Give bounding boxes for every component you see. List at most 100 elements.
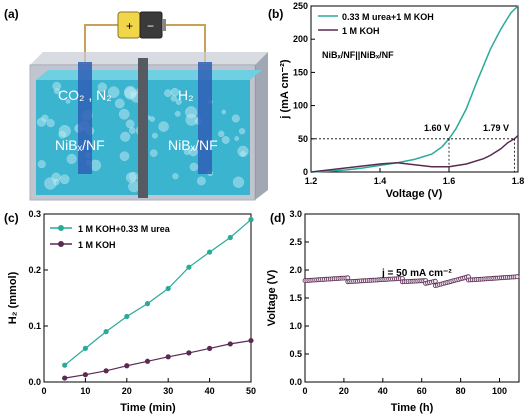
y-tick-label: 250 (293, 1, 308, 11)
data-point-koh (103, 368, 109, 374)
bubble (240, 150, 246, 157)
panel-c-ylabel: H₂ (mmol) (7, 271, 19, 324)
bubble (164, 89, 172, 98)
data-point (345, 275, 351, 281)
legend-marker-koh (58, 241, 64, 247)
panel-c-plot (62, 217, 254, 381)
data-point-urea (62, 362, 68, 368)
y-tick-label: 1.5 (289, 293, 302, 303)
legend-label-koh: 1 M KOH (342, 26, 380, 36)
panel-b-plot (310, 5, 519, 173)
gas-right-label: H₂ (178, 87, 194, 103)
y-tick-label: 200 (293, 34, 308, 44)
bubble (128, 180, 140, 193)
bubble (125, 172, 137, 183)
x-tick-label: 0 (41, 386, 46, 396)
x-tick-label: 80 (456, 386, 466, 396)
y-tick-label: 0.1 (28, 321, 41, 331)
data-point-koh (62, 375, 68, 381)
bubble (58, 130, 67, 139)
y-tick-label: 0.0 (28, 377, 41, 387)
panel-a: (a) + − CO₂ , N₂ H₂ NiBₓ/NF (4, 7, 268, 201)
data-point-urea (165, 285, 171, 292)
series-line-koh (310, 134, 519, 173)
panel-d-axes: 0 20 40 60 80 100 0.0 0.5 1.0 1.5 2.0 2.5 3.0 (289, 209, 507, 396)
data-point-urea (124, 313, 130, 320)
x-tick-label: 30 (163, 386, 173, 396)
bubble (231, 114, 240, 123)
bubble (46, 118, 55, 128)
bubble (234, 136, 240, 141)
bubble (120, 131, 131, 142)
bubble (37, 160, 46, 169)
battery-icon: + − (117, 11, 166, 39)
x-tick-label: 10 (80, 386, 90, 396)
bubble (196, 176, 206, 186)
x-tick-label: 60 (417, 386, 427, 396)
fit-line-koh (64, 340, 252, 379)
x-tick-label: 40 (378, 386, 388, 396)
electrode-left (78, 62, 92, 174)
bubble (221, 109, 227, 115)
y-tick-label: 0.2 (28, 265, 41, 275)
annotation-1-79V: 1.79 V (483, 123, 509, 133)
bubble (107, 86, 120, 98)
y-tick-label: 3.0 (289, 209, 302, 219)
series-line-urea (310, 5, 519, 173)
x-tick-label: 100 (492, 386, 507, 396)
y-tick-label: 0.0 (289, 377, 302, 387)
fit-line-urea (64, 219, 252, 366)
data-point (432, 278, 438, 284)
bubble (53, 178, 60, 186)
x-tick-label: 1.4 (374, 176, 387, 186)
panel-b-frame (310, 5, 519, 173)
system-label: NiBₓ/NF||NiBₓ/NF (322, 50, 394, 60)
bubble (232, 176, 245, 188)
battery-minus: − (147, 19, 154, 33)
data-point-koh (165, 354, 171, 360)
panel-b-axes: 1.2 1.4 1.6 1.8 0 50 100 150 200 250 (293, 1, 524, 186)
panel-d: (d) 0 20 40 60 80 100 0.0 0.5 1.0 1.5 2.0 2.5 3.0 Ti… (266, 209, 520, 414)
bubble (183, 148, 191, 156)
data-point-koh (227, 341, 233, 347)
bubble (36, 117, 47, 127)
membrane (138, 58, 148, 198)
data-point (514, 274, 520, 280)
panel-a-letter: (a) (4, 7, 19, 21)
bubble (118, 108, 130, 120)
data-point-urea (248, 217, 254, 223)
x-tick-label: 20 (122, 386, 132, 396)
data-point-koh (144, 358, 151, 364)
data-point-koh (207, 345, 213, 351)
bubble (97, 82, 107, 92)
bubble (158, 121, 169, 132)
legend-marker-urea (58, 225, 64, 231)
y-tick-label: 0.3 (28, 209, 41, 219)
panel-b: (b) 1.2 1.4 1.6 1.8 0 50 100 150 200 250 Voltage … (268, 1, 524, 200)
data-point-urea (227, 234, 233, 241)
bubble (221, 136, 230, 144)
bubble (125, 119, 135, 129)
bubble (170, 95, 177, 102)
panel-d-plot (302, 274, 520, 289)
y-tick-label: 50 (298, 134, 308, 144)
legend-label-koh: 1 M KOH (78, 240, 116, 250)
bubble (172, 173, 179, 180)
electrolyzer-tank (29, 52, 268, 201)
panel-b-letter: (b) (268, 7, 283, 21)
panel-c-letter: (c) (4, 211, 19, 225)
panel-c: (c) 0 10 20 30 40 50 0.0 0.1 0.2 0.3 Time (min) H… (4, 209, 256, 414)
data-point-urea (82, 345, 88, 351)
y-tick-label: 100 (293, 101, 308, 111)
bubble (53, 88, 60, 95)
wire-left (84, 24, 120, 62)
data-point-koh (124, 363, 130, 369)
data-point-urea (144, 301, 151, 307)
y-tick-label: 1.0 (289, 321, 302, 331)
bubble (119, 151, 130, 162)
bubble (238, 128, 246, 135)
gases-left-label: CO₂ , N₂ (58, 87, 112, 103)
electrode-left-label: NiBₓ/NF (55, 137, 105, 153)
panel-c-frame (43, 213, 252, 383)
